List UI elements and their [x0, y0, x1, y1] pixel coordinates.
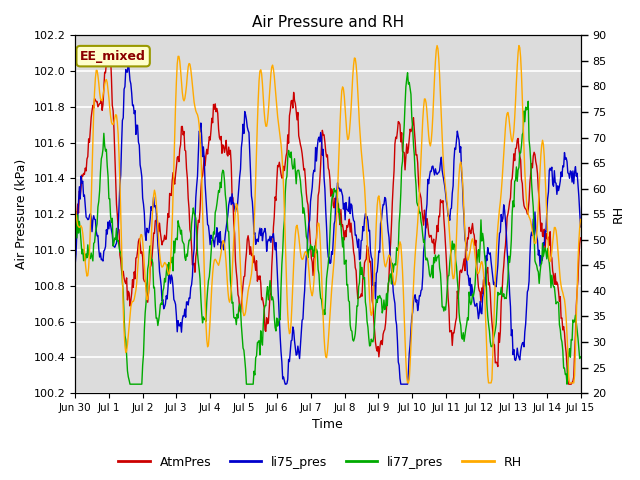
- li77_pres: [577, 354, 584, 360]
- Title: Air Pressure and RH: Air Pressure and RH: [252, 15, 404, 30]
- AtmPres: [202, 153, 210, 158]
- li77_pres: [71, 208, 79, 214]
- li77_pres: [301, 211, 308, 217]
- RH: [410, 282, 417, 288]
- RH: [201, 297, 209, 302]
- AtmPres: [577, 235, 584, 240]
- li75_pres: [71, 262, 79, 268]
- Y-axis label: RH: RH: [612, 205, 625, 223]
- li75_pres: [410, 294, 418, 300]
- AtmPres: [410, 115, 417, 120]
- Line: li77_pres: li77_pres: [75, 73, 580, 384]
- Line: AtmPres: AtmPres: [75, 49, 580, 384]
- li77_pres: [202, 319, 210, 324]
- AtmPres: [71, 224, 79, 229]
- RH: [369, 300, 377, 306]
- li75_pres: [454, 128, 461, 134]
- Legend: AtmPres, li75_pres, li77_pres, RH: AtmPres, li75_pres, li77_pres, RH: [113, 451, 527, 474]
- AtmPres: [105, 47, 113, 52]
- li77_pres: [404, 70, 412, 76]
- li77_pres: [454, 277, 461, 283]
- li77_pres: [126, 381, 134, 387]
- li75_pres: [282, 381, 289, 387]
- Text: EE_mixed: EE_mixed: [80, 49, 146, 63]
- RH: [161, 260, 168, 265]
- li75_pres: [371, 279, 378, 285]
- AtmPres: [370, 318, 378, 324]
- RH: [71, 203, 79, 209]
- AtmPres: [161, 236, 169, 242]
- X-axis label: Time: Time: [312, 419, 343, 432]
- RH: [577, 216, 584, 222]
- li75_pres: [301, 268, 309, 274]
- li77_pres: [161, 279, 169, 285]
- Line: li75_pres: li75_pres: [75, 60, 580, 384]
- RH: [300, 253, 308, 259]
- RH: [404, 380, 412, 386]
- li77_pres: [370, 334, 378, 340]
- li77_pres: [410, 152, 418, 158]
- li75_pres: [202, 195, 210, 201]
- li75_pres: [161, 301, 169, 307]
- Y-axis label: Air Pressure (kPa): Air Pressure (kPa): [15, 159, 28, 269]
- AtmPres: [301, 166, 308, 172]
- li75_pres: [577, 224, 584, 230]
- RH: [433, 43, 441, 48]
- AtmPres: [452, 315, 460, 321]
- RH: [454, 212, 461, 217]
- Line: RH: RH: [75, 46, 580, 383]
- AtmPres: [565, 381, 573, 387]
- li75_pres: [124, 57, 132, 62]
